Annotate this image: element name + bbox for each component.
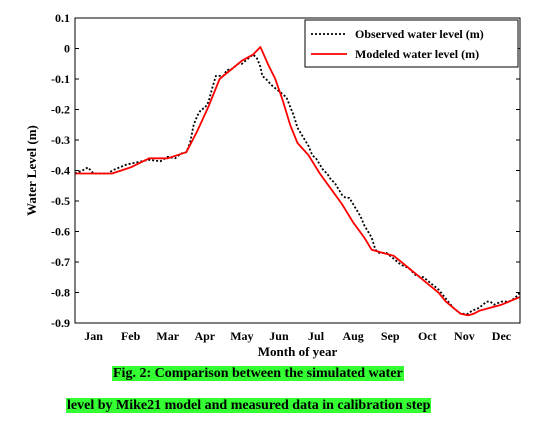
y-tick-label: -0.8	[51, 286, 70, 300]
y-tick-label: -0.4	[51, 164, 70, 178]
y-tick-label: -0.7	[51, 255, 70, 269]
x-tick-label: Nov	[454, 329, 475, 343]
y-axis-label: Water Level (m)	[24, 125, 39, 216]
x-tick-label: Apr	[194, 329, 215, 343]
x-tick-label: Mar	[156, 329, 179, 343]
x-tick-label: Dec	[492, 329, 512, 343]
series-line-observed	[74, 53, 521, 315]
caption-line-2: level by Mike21 model and measured data …	[66, 397, 432, 415]
x-tick-label: Feb	[121, 329, 141, 343]
x-axis-label: Month of year	[258, 344, 338, 359]
caption-line-1: Fig. 2: Comparison between the simulated…	[112, 365, 404, 383]
x-tick-label: Jun	[269, 329, 289, 343]
x-tick-label: May	[230, 329, 253, 343]
legend-box	[304, 19, 519, 68]
y-tick-label: 0	[64, 42, 70, 56]
caption-text-2: level by Mike21 model and measured data …	[66, 398, 432, 413]
chart: 0.1 0 -0.1 -0.2 -0.3 -0.4 -0.5 -0.6 -0.7 -0.8 -0.9…	[24, 11, 521, 359]
y-tick-label: -0.5	[51, 194, 70, 208]
caption-text-1: Fig. 2: Comparison between the simulated…	[112, 366, 404, 381]
series-line-modeled	[75, 46, 521, 317]
y-tick-label: -0.6	[51, 225, 70, 239]
y-tick-label: -0.1	[51, 72, 70, 86]
x-tick-label: Oct	[418, 329, 437, 343]
legend-label-modeled: Modeled water level (m)	[355, 47, 479, 61]
legend-label-observed: Observed water level (m)	[355, 27, 484, 41]
x-tick-label: Aug	[342, 329, 363, 343]
x-tick-label: Jul	[308, 329, 325, 343]
y-tick-label: -0.2	[51, 103, 70, 117]
y-tick-label: -0.3	[51, 133, 70, 147]
x-tick-label: Jan	[84, 329, 103, 343]
x-tick-label: Sep	[381, 329, 400, 343]
y-tick-label: -0.9	[51, 316, 70, 330]
y-tick-label: 0.1	[55, 11, 70, 25]
